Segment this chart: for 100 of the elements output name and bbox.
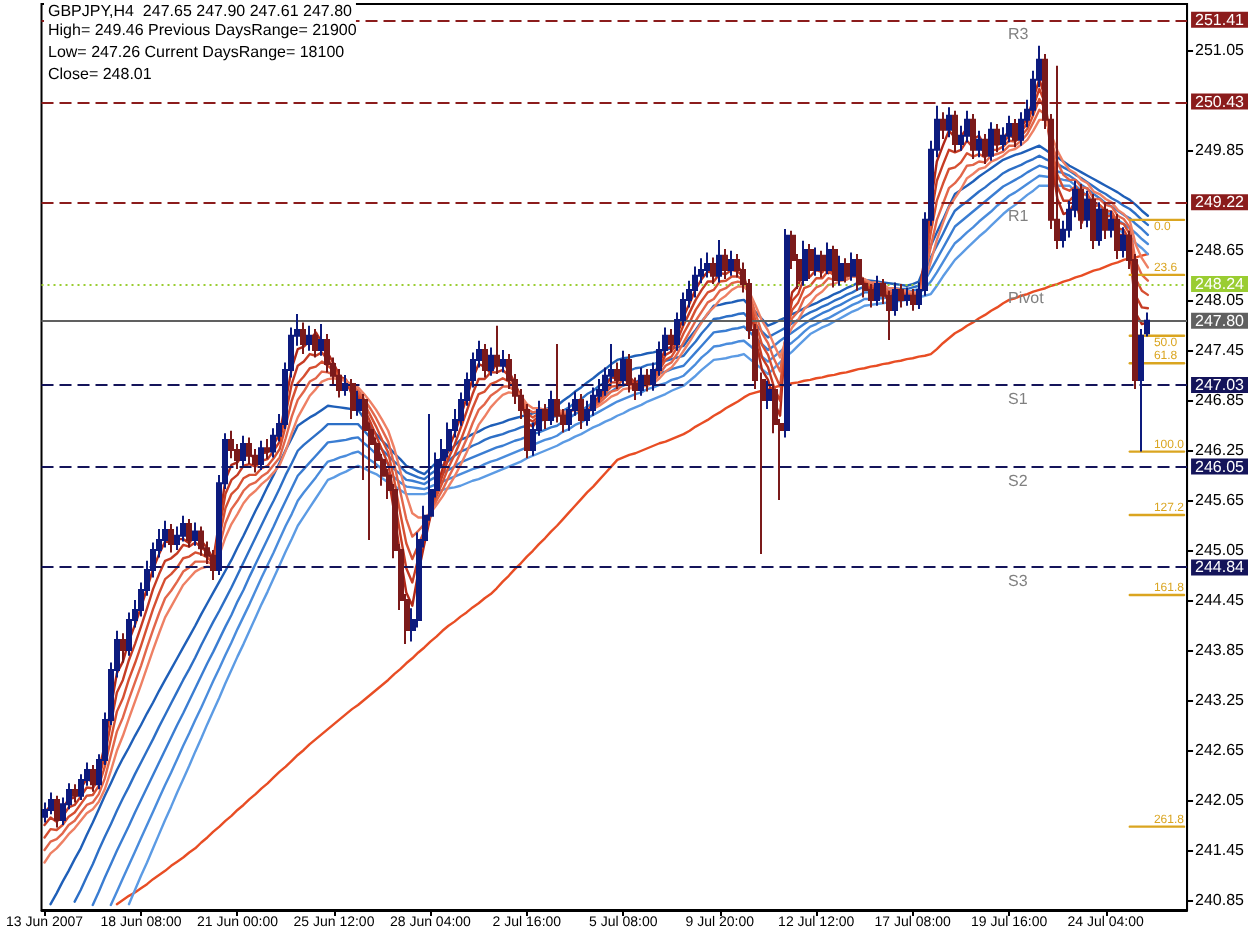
y-tick-label: 245.65: [1195, 490, 1246, 509]
annotation: S1: [1008, 389, 1029, 408]
candlestick: [192, 521, 198, 547]
candlestick: [802, 239, 808, 287]
candlestick: [692, 265, 698, 299]
y-tick-label: 242.05: [1195, 790, 1246, 809]
annotation: Close= 248.01: [48, 65, 153, 83]
candlestick: [54, 794, 60, 829]
candlestick: [1096, 201, 1102, 247]
candlestick: [548, 389, 554, 426]
candlestick: [1054, 64, 1060, 251]
candlestick: [246, 436, 252, 466]
candlestick: [614, 361, 620, 391]
candlestick: [976, 129, 982, 159]
candlestick: [162, 519, 168, 549]
candlestick: [48, 791, 54, 816]
candlestick: [904, 286, 910, 307]
candlestick: [1078, 183, 1084, 231]
candlestick: [766, 379, 772, 411]
y-tick-label: 251.05: [1195, 40, 1246, 59]
candlestick: [488, 346, 494, 377]
ref-line-label: 251.41: [1195, 10, 1246, 29]
candlestick: [856, 253, 862, 292]
candlestick: [644, 368, 650, 393]
annotation: R1: [1008, 207, 1030, 226]
annotation: High= 249.46 Previous DaysRange= 21900: [48, 21, 358, 39]
candlestick: [952, 109, 958, 154]
candlestick: [180, 514, 186, 543]
candlestick: [728, 249, 734, 277]
candlestick: [988, 121, 994, 162]
candlestick: [838, 254, 844, 287]
candlestick: [874, 274, 880, 307]
candlestick: [994, 123, 1000, 154]
candlestick: [668, 328, 674, 354]
candlestick: [710, 256, 716, 286]
candlestick: [722, 248, 728, 281]
candlestick: [240, 434, 246, 467]
candlestick: [482, 343, 488, 379]
candlestick: [198, 525, 204, 557]
candlestick: [350, 378, 356, 421]
candlestick: [542, 403, 548, 431]
candlestick: [982, 133, 988, 166]
candlestick: [1006, 114, 1012, 144]
annotation: S3: [1008, 572, 1029, 591]
candlestick: [186, 518, 192, 549]
candlestick: [814, 246, 820, 277]
y-tick-label: 248.65: [1195, 240, 1246, 259]
y-tick-label: 247.45: [1195, 340, 1246, 359]
ref-line-label: 249.22: [1195, 193, 1246, 212]
candlestick: [898, 283, 904, 309]
candlestick: [1108, 209, 1114, 239]
chart-title: GBPJPY,H4 247.65 247.90 247.61 247.80: [48, 2, 354, 20]
candlestick: [494, 324, 500, 376]
candlestick: [554, 343, 560, 424]
y-tick-label: 249.85: [1195, 140, 1246, 159]
candlestick: [1084, 189, 1090, 229]
candlestick: [306, 324, 312, 352]
candlestick: [1120, 226, 1126, 259]
candlestick: [258, 439, 264, 471]
y-tick-label: 245.05: [1195, 540, 1246, 559]
y-tick-label: 248.05: [1195, 290, 1246, 309]
candlestick: [910, 288, 916, 312]
candlestick: [844, 257, 850, 284]
candlestick: [356, 389, 362, 417]
candlestick: [620, 349, 626, 387]
candlestick: [826, 241, 832, 276]
candlestick: [72, 783, 78, 804]
ref-line-label: 247.80: [1195, 311, 1246, 330]
candlestick: [808, 243, 814, 281]
candlestick: [970, 113, 976, 161]
y-tick-label: 242.65: [1195, 740, 1246, 759]
candlestick: [868, 283, 874, 309]
candlestick: [120, 632, 126, 664]
annotation: R3: [1008, 24, 1030, 43]
candlestick: [1090, 193, 1096, 251]
candlestick: [820, 249, 826, 279]
ref-line-label: 244.84: [1195, 558, 1246, 577]
y-tick-label: 244.45: [1195, 590, 1246, 609]
candlestick: [312, 328, 318, 359]
candlestick: [90, 763, 96, 793]
candlestick: [704, 251, 710, 279]
ref-line-label: 248.24: [1195, 275, 1246, 294]
y-tick-label: 243.25: [1195, 690, 1246, 709]
candlestick: [264, 438, 270, 461]
candlestick: [940, 111, 946, 141]
candlestick: [342, 373, 348, 397]
candlestick: [626, 353, 632, 394]
candlestick: [318, 323, 324, 357]
y-tick-label: 243.85: [1195, 640, 1246, 659]
candlestick: [964, 109, 970, 144]
y-tick-label: 241.45: [1195, 840, 1246, 859]
candlestick: [1114, 213, 1120, 261]
annotation: S2: [1008, 471, 1029, 490]
y-tick-label: 240.85: [1195, 891, 1246, 909]
candlestick: [210, 548, 216, 581]
candlestick: [946, 106, 952, 139]
y-tick-label: 246.25: [1195, 440, 1246, 459]
ref-line-label: 250.43: [1195, 92, 1246, 111]
candlestick: [892, 281, 898, 317]
candlestick: [1012, 118, 1018, 149]
